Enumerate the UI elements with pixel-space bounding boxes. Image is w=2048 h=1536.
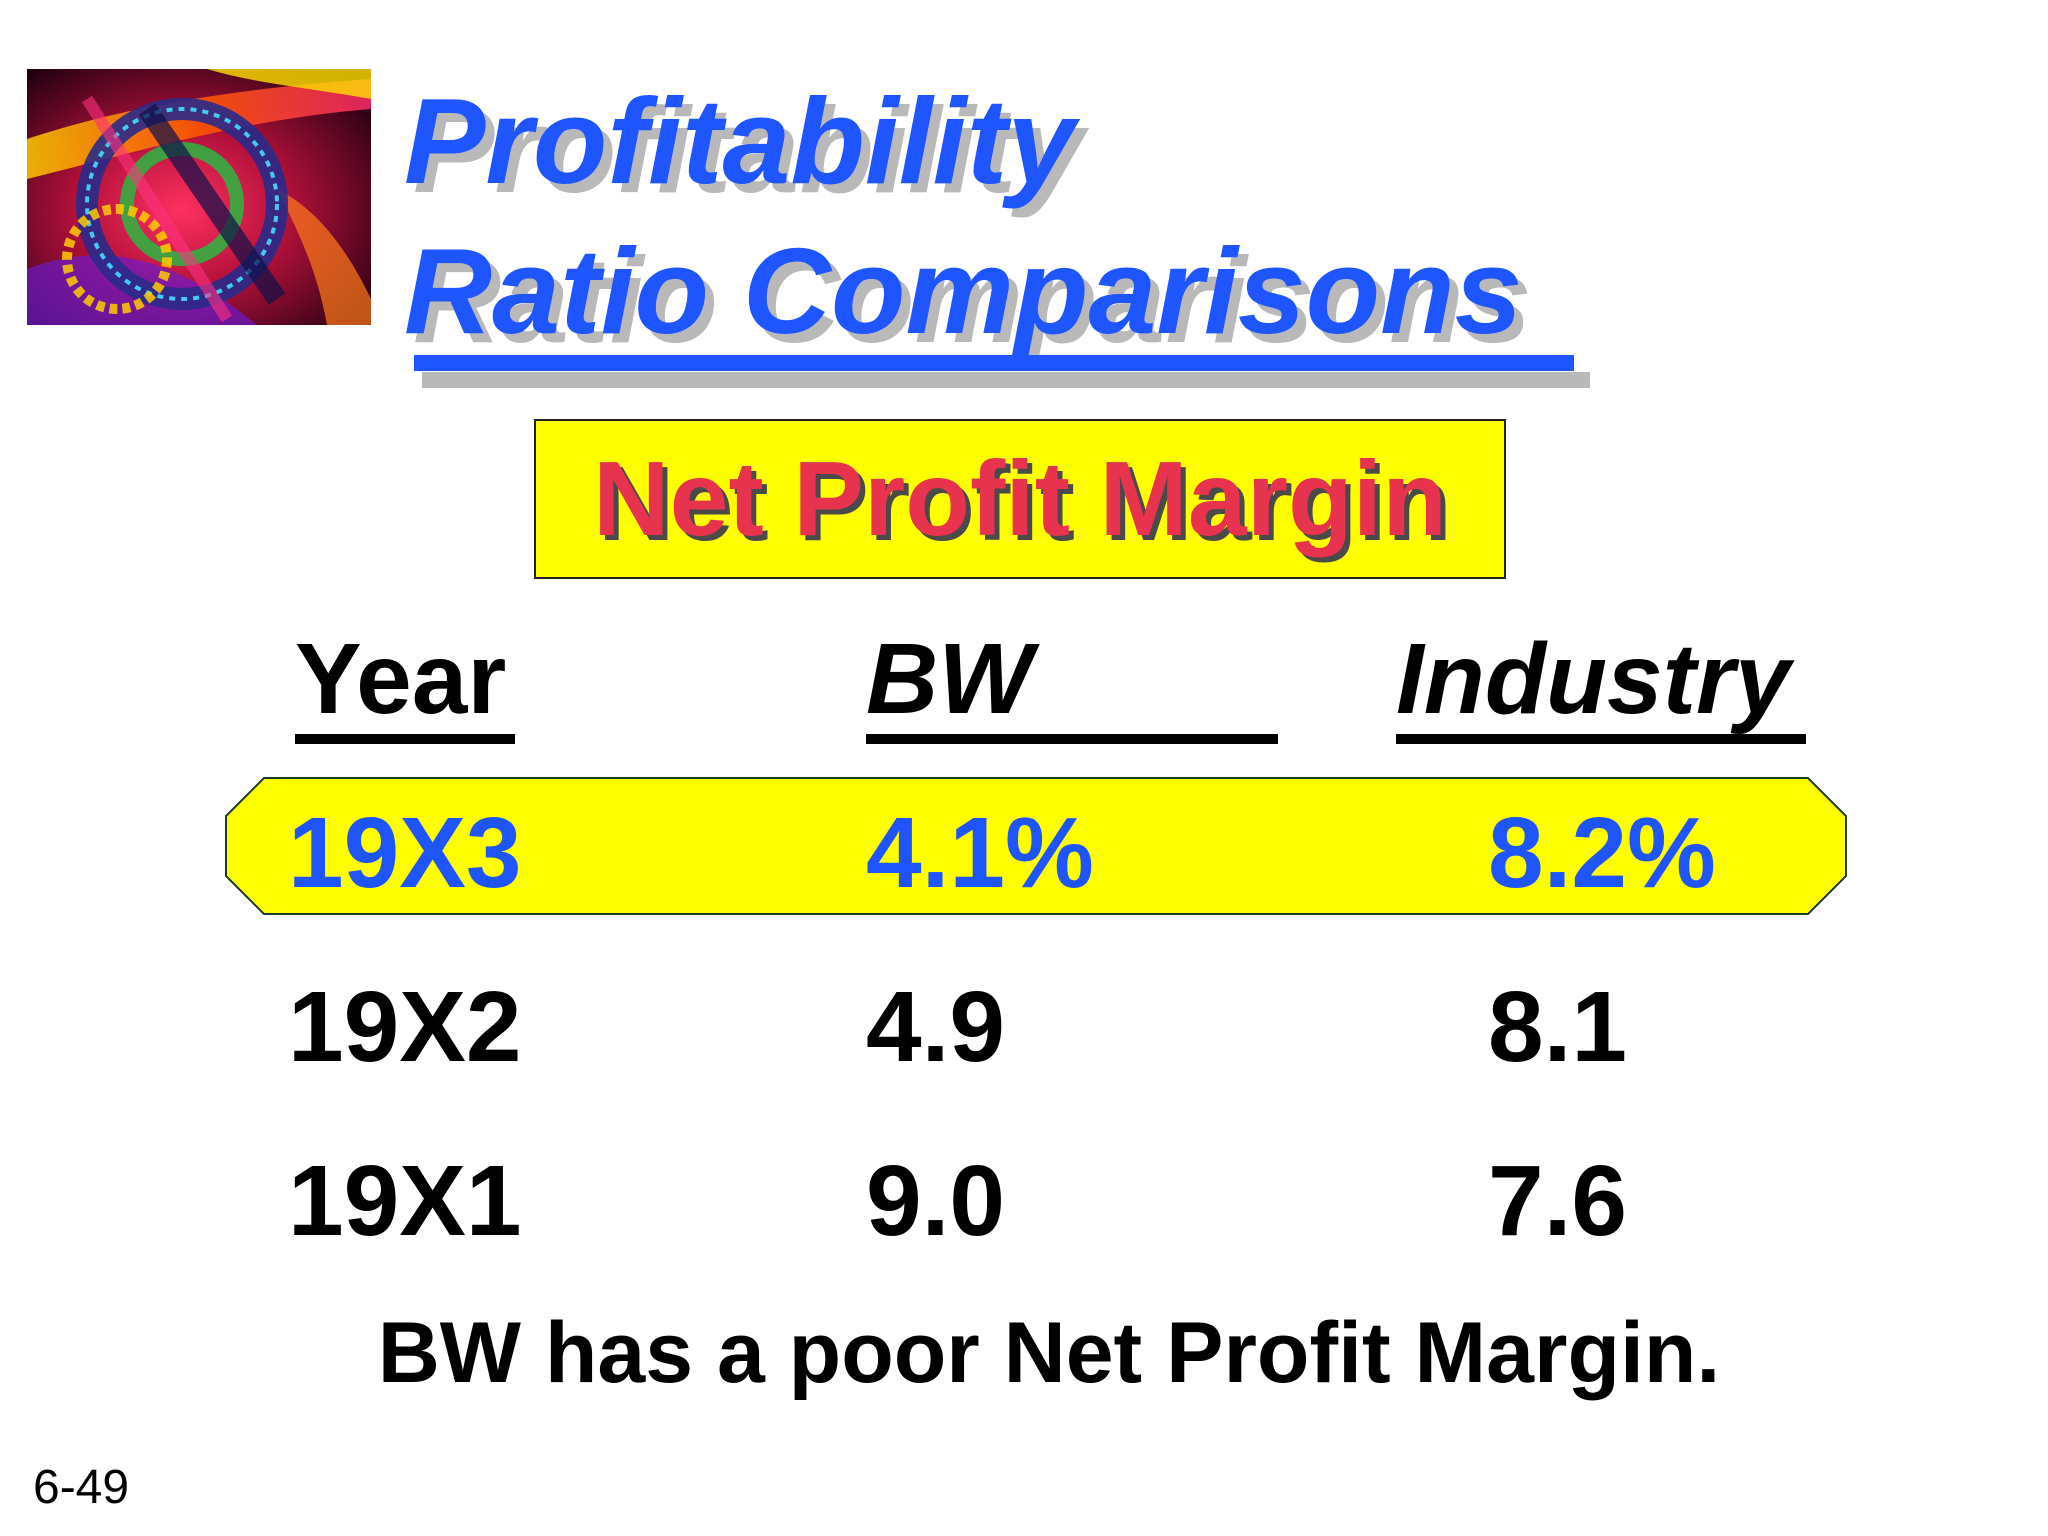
cell-bw: 9.0 [866,1145,1006,1257]
cell-year: 19X2 [288,971,522,1083]
header-bw: BW [866,624,1278,744]
cell-year: 19X1 [288,1145,522,1257]
cell-industry: 8.1 [1488,971,1628,1083]
slide-title: Profitability Ratio Comparisons [404,66,1523,366]
header-year: Year [295,624,515,744]
gear-artwork-image [27,69,371,325]
conclusion-text: BW has a poor Net Profit Margin. [377,1305,1721,1401]
subtitle-box: Net Profit Margin [534,419,1506,579]
header-industry: Industry [1396,624,1806,744]
title-line-2: Ratio Comparisons [404,223,1523,359]
cell-bw: 4.9 [866,971,1006,1083]
cell-bw: 4.1% [866,797,1094,909]
title-underline [414,355,1574,371]
slide-number: 6-49 [33,1461,130,1514]
row-highlight-banner [224,776,1848,916]
subtitle: Net Profit Margin [593,440,1447,558]
title-line-1: Profitability [404,73,1076,209]
cell-year: 19X3 [288,797,522,909]
title-underline-shadow [422,372,1590,388]
cell-industry: 7.6 [1488,1145,1628,1257]
cell-industry: 8.2% [1488,797,1716,909]
